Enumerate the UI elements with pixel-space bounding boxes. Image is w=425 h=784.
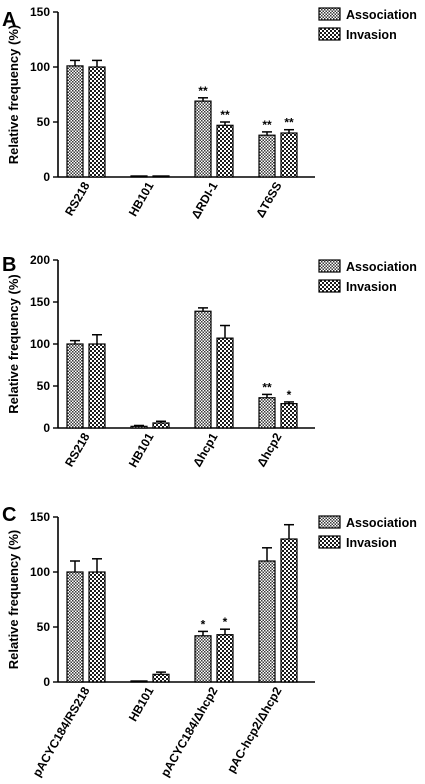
category-label: pAC-hcp2/Δhcp2 <box>224 684 285 775</box>
legend-label: Invasion <box>346 28 397 42</box>
significance-mark: ** <box>262 380 272 394</box>
category-label: RS218 <box>62 179 93 218</box>
bar-association <box>66 571 84 683</box>
bar-association <box>130 425 148 429</box>
y-tick-label: 100 <box>30 565 50 579</box>
y-tick-label: 150 <box>30 5 50 19</box>
bar-invasion <box>280 132 298 178</box>
bar-invasion <box>88 571 106 683</box>
legend-label: Association <box>346 8 417 22</box>
y-tick-label: 50 <box>37 379 51 393</box>
panel-letter: B <box>2 254 16 276</box>
category-label: Δhcp1 <box>190 430 221 469</box>
y-tick-label: 100 <box>30 337 50 351</box>
significance-mark: ** <box>262 118 272 132</box>
y-axis-label: Relative frequency (%) <box>6 25 21 164</box>
category-label: HB101 <box>126 430 157 470</box>
y-tick-label: 0 <box>43 675 50 689</box>
bar-association <box>258 560 276 683</box>
y-axis-label: Relative frequency (%) <box>6 274 21 413</box>
legend-swatch-invasion <box>318 535 341 549</box>
bar-invasion <box>216 124 234 178</box>
y-tick-label: 50 <box>37 620 51 634</box>
bar-association <box>258 134 276 178</box>
category-label: ΔRDI-1 <box>188 179 220 221</box>
category-label: ΔT6SS <box>253 180 284 220</box>
legend-label: Association <box>346 260 417 274</box>
bar-association <box>194 310 212 429</box>
panel-letter: A <box>2 9 16 31</box>
y-tick-label: 0 <box>43 170 50 184</box>
bar-invasion <box>152 175 170 178</box>
legend-swatch-association <box>318 515 341 529</box>
bar-association <box>66 65 84 178</box>
legend-swatch-association <box>318 7 341 21</box>
category-label: pACYC184/Δhcp2 <box>158 684 221 779</box>
category-label: pACYC184/RS218 <box>30 684 93 779</box>
y-tick-label: 200 <box>30 253 50 267</box>
bar-association <box>66 343 84 429</box>
y-tick-label: 50 <box>37 115 51 129</box>
category-label: HB101 <box>126 179 157 219</box>
bar-invasion <box>280 403 298 429</box>
panel-letter: C <box>2 504 16 526</box>
panel-C: C 0 50 100 150 Relative frequency (%) pACYC184… <box>2 504 417 779</box>
bar-association <box>258 397 276 429</box>
bar-association <box>194 635 212 683</box>
significance-mark: ** <box>220 108 230 122</box>
bar-invasion <box>216 337 234 429</box>
y-tick-label: 100 <box>30 60 50 74</box>
panel-A: A 0 50 100 150 Relative frequency (%) RS218 HB1… <box>2 5 417 221</box>
legend-label: Invasion <box>346 536 397 550</box>
bar-invasion <box>216 634 234 683</box>
significance-mark: ** <box>198 84 208 98</box>
legend-swatch-invasion <box>318 27 341 41</box>
panel-B: B 0 50 100 150 200 Relative frequency (%) RS218… <box>2 253 417 470</box>
legend-swatch-invasion <box>318 279 341 293</box>
y-tick-label: 150 <box>30 295 50 309</box>
legend-label: Association <box>346 516 417 530</box>
bar-invasion <box>88 343 106 429</box>
bar-association <box>194 100 212 178</box>
y-tick-label: 150 <box>30 510 50 524</box>
legend-label: Invasion <box>346 280 397 294</box>
significance-mark: * <box>287 388 292 402</box>
bar-invasion <box>88 66 106 178</box>
legend-swatch-association <box>318 259 341 273</box>
significance-mark: ** <box>284 116 294 130</box>
category-label: Δhcp2 <box>254 430 285 469</box>
category-label: RS218 <box>62 430 93 469</box>
y-axis-label: Relative frequency (%) <box>6 530 21 669</box>
bar-association <box>130 175 148 178</box>
bar-invasion <box>152 422 170 429</box>
category-label: HB101 <box>126 684 157 724</box>
bar-invasion <box>280 538 298 683</box>
bar-invasion <box>152 673 170 683</box>
significance-mark: * <box>223 615 228 629</box>
bar-association <box>130 680 148 683</box>
y-tick-label: 0 <box>43 421 50 435</box>
significance-mark: * <box>201 617 206 631</box>
